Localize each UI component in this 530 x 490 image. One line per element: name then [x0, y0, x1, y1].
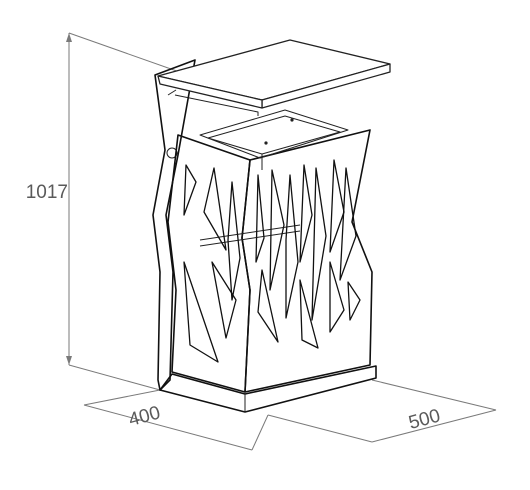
roof-side-edge: [157, 75, 263, 109]
height-extension-bottom: [68, 364, 161, 391]
front-cutout: [339, 167, 357, 281]
height-arrow-bottom: [66, 356, 72, 365]
side-cutouts: [183, 164, 241, 363]
base-plinth: [159, 365, 377, 413]
liner-rim: [199, 109, 349, 159]
width-extension-right: [251, 414, 269, 451]
height-extension-top: [68, 32, 189, 76]
front-cutout: [347, 281, 361, 321]
side-cutout: [211, 261, 237, 339]
depth-extension-left: [267, 414, 373, 443]
roof-underside: [174, 94, 259, 116]
depth-extension-right: [371, 379, 497, 411]
front-cutout: [255, 174, 265, 263]
depth-dimension-line: [371, 409, 497, 443]
hinge-knob: [166, 147, 178, 159]
front-cutouts: [255, 159, 361, 349]
liner-fastener: [264, 141, 268, 145]
bin-body: [152, 39, 391, 413]
front-cutout: [299, 164, 313, 263]
height-arrow-top: [66, 33, 72, 42]
front-cutout: [329, 261, 345, 333]
width-label: 400: [127, 402, 163, 430]
side-cutout: [203, 167, 227, 251]
front-cutout: [311, 167, 327, 321]
side-cutout: [227, 181, 241, 301]
height-label: 1017: [26, 182, 68, 203]
front-cutout: [269, 169, 285, 291]
dimension-lines: [66, 32, 497, 451]
inner-rail: [199, 224, 301, 241]
liner-inner-rim: [207, 115, 341, 155]
front-cutout: [257, 269, 279, 343]
side-panel-left: [167, 134, 251, 393]
post-detail: [167, 89, 177, 96]
width-dimension-line: [83, 404, 253, 451]
depth-label: 500: [407, 405, 443, 433]
front-cutout: [299, 279, 319, 349]
side-cutout: [183, 261, 219, 363]
inner-rail-lower: [199, 230, 301, 247]
front-panel: [241, 129, 373, 393]
side-cutout: [183, 164, 197, 216]
front-cutout: [285, 174, 299, 319]
liner-fastener-2: [290, 118, 294, 122]
width-extension-left: [83, 389, 161, 406]
front-cutout: [329, 159, 345, 253]
frame-post: [152, 59, 196, 391]
